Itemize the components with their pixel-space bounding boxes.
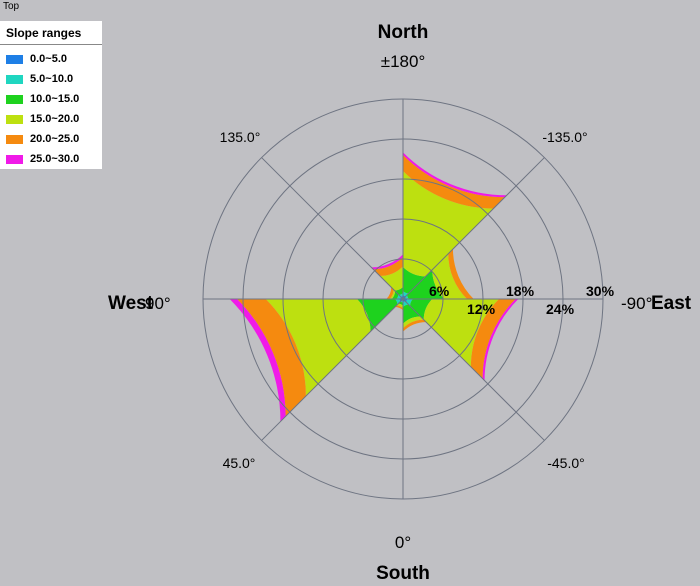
- legend-item: 25.0~30.0: [6, 153, 101, 165]
- sector-3: [403, 299, 427, 332]
- angle-label-45: 45.0°: [223, 455, 256, 471]
- sector-3-segment-1: [403, 301, 409, 307]
- legend-swatch: [6, 95, 23, 104]
- sector-5-segment-1: [395, 299, 401, 305]
- angle-label-0: 0°: [395, 533, 411, 552]
- legend-item: 0.0~5.0: [6, 53, 101, 65]
- direction-labels: North South East West: [108, 22, 692, 584]
- sector-7-segment-4: [373, 257, 403, 276]
- sector-5-segment-4: [237, 299, 306, 417]
- legend-swatch: [6, 55, 23, 64]
- sector-0-segment-5: [403, 152, 507, 198]
- direction-west: West: [108, 293, 154, 314]
- legend-swatch: [6, 155, 23, 164]
- sector-2: [403, 299, 519, 381]
- sector-0-segment-4: [403, 155, 505, 209]
- legend-item: 20.0~25.0: [6, 133, 101, 145]
- grid-spoke-7: [402, 298, 545, 441]
- grid-spoke-3: [261, 157, 404, 300]
- legend: Slope ranges 0.0~5.0 5.0~10.0 10.0~15.0 …: [0, 21, 102, 169]
- radial-tick-24: 24%: [546, 301, 575, 317]
- legend-item: 5.0~10.0: [6, 73, 101, 85]
- angle-label-90: 90°: [145, 294, 171, 313]
- sector-7: [371, 254, 403, 299]
- grid-spoke-1: [261, 298, 404, 441]
- legend-label: 0.0~5.0: [30, 53, 68, 65]
- sector-4-segment-1: [400, 300, 403, 303]
- sector-5-segment-5: [229, 299, 286, 422]
- legend-label: 10.0~15.0: [30, 93, 80, 105]
- sector-4-segment-3: [396, 303, 403, 309]
- sector-layer: [229, 152, 519, 422]
- sector-5: [229, 299, 403, 422]
- sector-0-segment-1: [403, 291, 409, 297]
- sector-0-segment-3: [403, 171, 494, 277]
- radial-tick-labels: 6% 12% 18% 24% 30%: [429, 283, 615, 317]
- legend-label: 20.0~25.0: [30, 133, 80, 145]
- sector-7-segment-3: [379, 266, 403, 291]
- sector-5-segment-3: [265, 299, 371, 397]
- sector-5-segment-2: [357, 299, 398, 332]
- sector-2-segment-5: [482, 299, 519, 381]
- legend-divider: [0, 44, 102, 45]
- grid-spoke-5: [402, 157, 545, 300]
- sector-6-segment-3: [389, 289, 395, 299]
- angle-labels: ±180° -135.0° -90° -45.0° 0° 45.0° 90° 1…: [145, 52, 652, 552]
- angle-label-180: ±180°: [381, 52, 426, 71]
- radial-tick-6: 6%: [429, 283, 450, 299]
- legend-item: 10.0~15.0: [6, 93, 101, 105]
- direction-north: North: [378, 22, 429, 43]
- sector-3-segment-2: [403, 304, 421, 324]
- sector-7-segment-5: [371, 254, 403, 270]
- legend-swatch: [6, 135, 23, 144]
- direction-south: South: [376, 563, 430, 584]
- sector-1-segment-3: [432, 253, 467, 299]
- legend-swatch: [6, 115, 23, 124]
- sector-3-segment-3: [403, 316, 424, 329]
- sector-3-segment-4: [403, 319, 427, 332]
- sector-7-segment-2: [394, 287, 403, 295]
- radial-tick-30: 30%: [586, 283, 615, 299]
- radial-tick-18: 18%: [506, 283, 535, 299]
- angle-label-neg135: -135.0°: [542, 129, 587, 145]
- legend-label: 25.0~30.0: [30, 153, 80, 165]
- radial-tick-12: 12%: [467, 301, 496, 317]
- legend-label: 5.0~10.0: [30, 73, 74, 85]
- window-title: Top: [3, 1, 20, 12]
- sector-6-segment-4: [386, 287, 394, 299]
- angle-label-neg45: -45.0°: [547, 455, 585, 471]
- legend-label: 15.0~20.0: [30, 113, 80, 125]
- angle-label-135: 135.0°: [220, 129, 261, 145]
- sector-2-segment-3: [423, 299, 499, 367]
- sector-1-segment-4: [448, 249, 474, 299]
- sector-2-segment-1: [406, 299, 413, 307]
- sector-6-segment-1: [396, 294, 401, 299]
- sector-4-segment-4: [394, 305, 403, 311]
- sector-2-segment-4: [470, 299, 516, 379]
- direction-east: East: [651, 293, 692, 314]
- sector-2-segment-2: [410, 299, 433, 320]
- polar-grid: [202, 98, 604, 500]
- legend-item: 15.0~20.0: [6, 113, 101, 125]
- angle-label-neg90: -90°: [621, 294, 652, 313]
- sector-1-segment-2: [407, 269, 445, 299]
- legend-title: Slope ranges: [6, 26, 82, 40]
- legend-swatch: [6, 75, 23, 84]
- sector-1: [403, 249, 474, 299]
- sector-0-segment-2: [403, 267, 426, 294]
